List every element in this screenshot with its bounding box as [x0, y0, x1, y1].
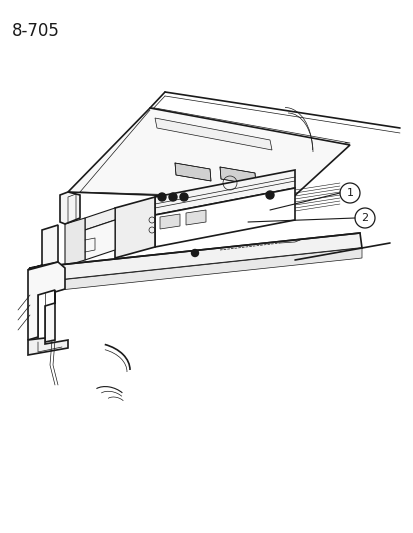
Circle shape: [169, 193, 177, 201]
Polygon shape: [115, 197, 154, 258]
Circle shape: [191, 249, 198, 256]
Polygon shape: [30, 233, 361, 283]
Polygon shape: [60, 192, 80, 224]
Polygon shape: [219, 167, 255, 185]
Polygon shape: [154, 188, 294, 247]
Polygon shape: [154, 170, 294, 215]
Polygon shape: [159, 214, 180, 229]
Text: 8-705: 8-705: [12, 22, 60, 40]
Polygon shape: [154, 118, 271, 150]
Circle shape: [158, 193, 166, 201]
Polygon shape: [28, 225, 58, 270]
Polygon shape: [85, 220, 115, 260]
Text: 1: 1: [346, 188, 353, 198]
Polygon shape: [28, 338, 68, 355]
Text: 2: 2: [361, 213, 368, 223]
Polygon shape: [175, 163, 211, 181]
Polygon shape: [85, 208, 115, 230]
Polygon shape: [32, 248, 361, 293]
Polygon shape: [185, 210, 206, 225]
Circle shape: [266, 191, 273, 199]
Circle shape: [180, 193, 188, 201]
Polygon shape: [68, 108, 349, 200]
Polygon shape: [65, 218, 85, 266]
Polygon shape: [28, 262, 65, 342]
